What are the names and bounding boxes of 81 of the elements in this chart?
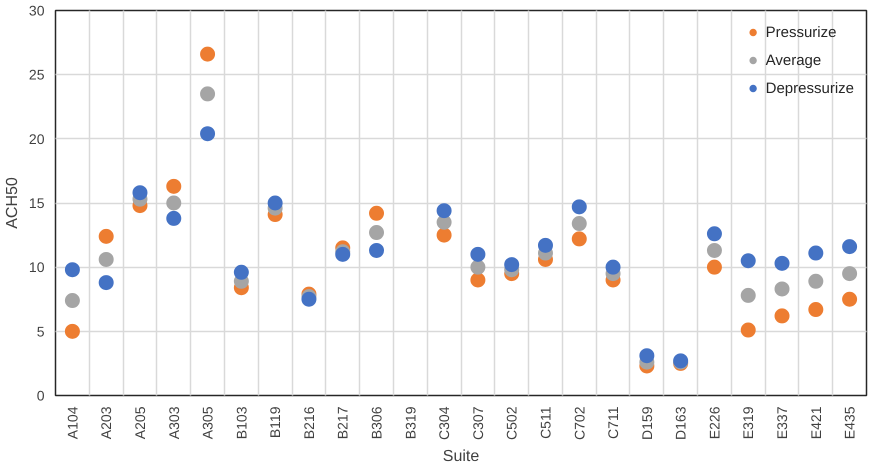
point bbox=[200, 86, 216, 102]
x-tick-label: A303 bbox=[166, 406, 182, 440]
point bbox=[538, 238, 553, 253]
x-tick-label: A203 bbox=[98, 406, 114, 440]
x-tick-label: B319 bbox=[402, 406, 418, 440]
x-tick-label: C511 bbox=[537, 406, 554, 439]
legend-label: Average bbox=[766, 52, 822, 68]
point bbox=[740, 322, 756, 338]
y-tick-label: 15 bbox=[28, 195, 45, 211]
x-tick-label: B217 bbox=[334, 406, 351, 440]
point bbox=[369, 206, 384, 221]
x-tick-label: E435 bbox=[842, 406, 858, 440]
x-tick-label: C502 bbox=[504, 406, 520, 440]
point bbox=[200, 126, 216, 142]
x-tick-label: C304 bbox=[436, 406, 452, 440]
point bbox=[774, 256, 790, 271]
point bbox=[166, 210, 182, 226]
point bbox=[436, 203, 452, 218]
x-tick-label: E226 bbox=[706, 406, 722, 440]
point bbox=[369, 225, 384, 240]
x-tick-label: E337 bbox=[774, 406, 790, 440]
point bbox=[64, 324, 80, 339]
point bbox=[64, 262, 80, 278]
x-tick-label: A104 bbox=[64, 406, 80, 440]
x-tick-label: A305 bbox=[200, 406, 216, 440]
y-tick-label: 5 bbox=[36, 323, 45, 340]
y-tick-label: 0 bbox=[36, 388, 45, 404]
point bbox=[706, 242, 722, 258]
x-tick-label: E319 bbox=[740, 406, 756, 440]
point bbox=[774, 308, 790, 324]
y-tick-label: 20 bbox=[28, 130, 45, 147]
x-axis-title: Suite bbox=[442, 448, 480, 465]
y-axis-title: ACH50 bbox=[4, 177, 21, 229]
point bbox=[166, 178, 182, 194]
point bbox=[706, 260, 722, 275]
point bbox=[132, 185, 148, 200]
x-tick-label: B216 bbox=[300, 406, 317, 440]
point bbox=[369, 242, 384, 258]
point bbox=[98, 275, 114, 290]
x-tick-label: B119 bbox=[267, 406, 284, 438]
point bbox=[606, 260, 621, 275]
y-tick-label: 10 bbox=[28, 259, 45, 276]
point bbox=[808, 274, 824, 289]
y-tick-label: 25 bbox=[28, 66, 45, 83]
point bbox=[740, 253, 756, 268]
point bbox=[572, 216, 587, 232]
legend-label: Pressurize bbox=[766, 24, 836, 40]
point bbox=[470, 246, 486, 262]
point bbox=[740, 288, 756, 303]
x-tick-label: C307 bbox=[470, 406, 486, 440]
legend-label: Depressurize bbox=[766, 80, 854, 96]
point bbox=[436, 228, 452, 243]
point bbox=[774, 281, 790, 296]
x-tick-label: C711 bbox=[605, 406, 622, 439]
point bbox=[842, 266, 858, 282]
point bbox=[166, 196, 182, 210]
x-tick-label: A205 bbox=[132, 406, 148, 440]
point bbox=[200, 46, 216, 62]
x-tick-label: E421 bbox=[808, 406, 824, 440]
point bbox=[470, 260, 486, 275]
x-tick-label: D159 bbox=[638, 406, 655, 440]
point bbox=[470, 272, 486, 288]
point bbox=[572, 231, 587, 246]
point bbox=[706, 226, 722, 242]
point bbox=[268, 196, 283, 210]
point bbox=[504, 257, 520, 272]
x-tick-label: B306 bbox=[368, 406, 385, 440]
point bbox=[842, 239, 858, 254]
point bbox=[808, 246, 824, 261]
point bbox=[64, 293, 80, 308]
x-tick-label: C702 bbox=[571, 406, 588, 440]
point bbox=[842, 292, 858, 307]
point bbox=[234, 264, 249, 280]
point bbox=[808, 302, 824, 318]
y-tick-label: 30 bbox=[28, 2, 45, 18]
point bbox=[639, 348, 654, 364]
point bbox=[572, 199, 587, 214]
x-tick-label: D163 bbox=[672, 406, 689, 440]
point bbox=[98, 228, 114, 244]
point bbox=[98, 252, 114, 267]
x-tick-label: B103 bbox=[233, 406, 250, 440]
